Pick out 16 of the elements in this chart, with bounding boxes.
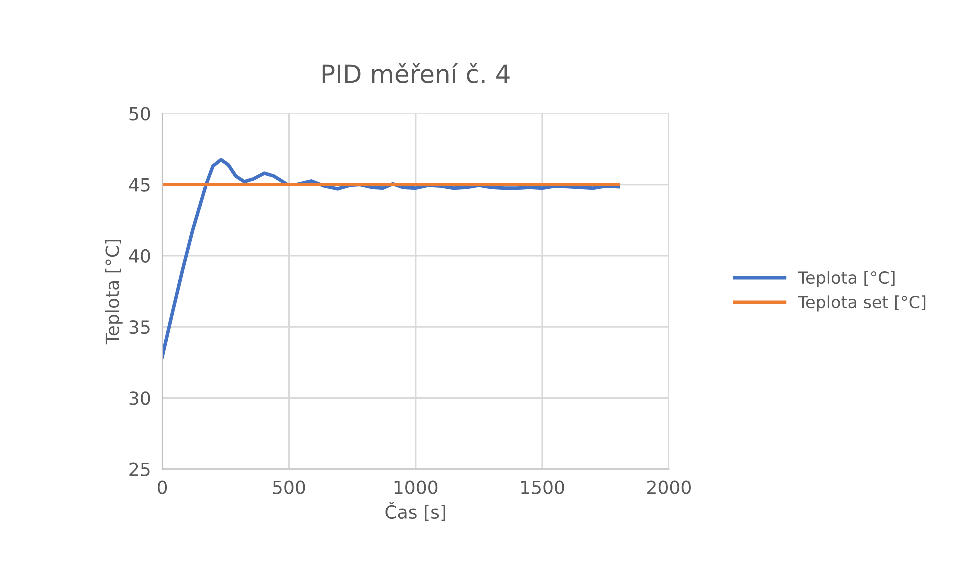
y-tick-label: 50 bbox=[130, 107, 150, 121]
y-tick-label: 30 bbox=[130, 392, 150, 406]
x-tick-label: 1500 bbox=[522, 480, 564, 494]
legend-label: Teplota [°C] bbox=[798, 271, 895, 288]
y-tick-label: 35 bbox=[130, 320, 150, 334]
x-axis-title: Čas [s] bbox=[386, 502, 446, 522]
legend-label: Teplota set [°C] bbox=[798, 296, 926, 312]
x-tick-label: 1000 bbox=[394, 480, 438, 494]
y-tick-label: 40 bbox=[129, 249, 150, 264]
chart-title: PID měření č. 4 bbox=[322, 63, 510, 84]
x-tick-label: 0 bbox=[158, 480, 168, 494]
y-tick-label: 25 bbox=[130, 462, 150, 476]
y-tick-label: 45 bbox=[129, 178, 150, 192]
x-tick-label: 500 bbox=[273, 480, 306, 494]
x-tick-label: 2000 bbox=[648, 480, 691, 494]
y-axis-title: Teplota [°C] bbox=[105, 240, 123, 345]
